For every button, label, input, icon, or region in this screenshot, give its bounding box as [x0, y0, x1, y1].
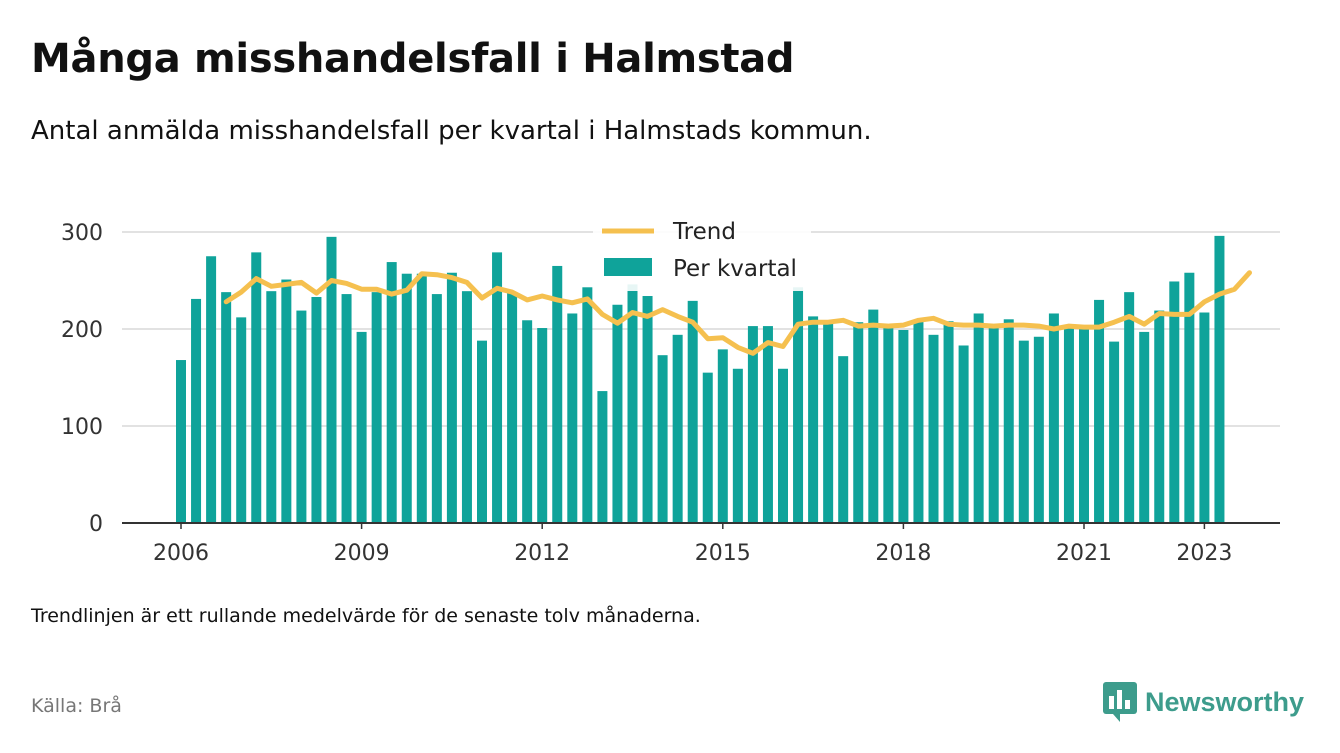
bar [808, 316, 819, 523]
bar [1018, 340, 1029, 523]
bar [191, 298, 202, 523]
source-label: Källa: Brå [31, 695, 122, 717]
bar [431, 294, 442, 523]
bar [793, 287, 804, 523]
bar [1169, 281, 1180, 523]
legend-bar-label: Per kvartal [673, 256, 797, 282]
y-tick-label: 200 [61, 318, 103, 343]
bar [477, 340, 487, 523]
bar [973, 313, 984, 523]
bar [311, 296, 322, 523]
bar [176, 360, 186, 523]
bar [341, 294, 352, 523]
bar [1079, 328, 1089, 523]
x-tick-label: 2006 [153, 541, 209, 566]
y-tick-label: 300 [61, 221, 103, 246]
x-tick-label: 2012 [514, 541, 570, 566]
bar [251, 252, 262, 523]
chart-title: Många misshandelsfall i Halmstad [31, 36, 795, 82]
bar [567, 313, 578, 523]
bar [582, 287, 593, 523]
bar [898, 329, 909, 523]
bar [853, 322, 864, 523]
bar [958, 345, 969, 523]
bar [1154, 310, 1165, 523]
bar [1033, 336, 1044, 523]
bar [326, 236, 337, 523]
x-tick-label: 2021 [1056, 541, 1112, 566]
bar [1184, 272, 1195, 523]
bar [883, 326, 894, 523]
bar [386, 262, 397, 523]
bar [838, 356, 849, 523]
x-tick-label: 2023 [1176, 541, 1232, 566]
bar [492, 252, 503, 523]
y-tick-label: 0 [89, 512, 103, 537]
bar [657, 355, 668, 523]
bar [446, 272, 457, 523]
bar [687, 300, 698, 523]
bar [928, 334, 939, 523]
footnote: Trendlinjen är ett rullande medelvärde f… [31, 605, 701, 627]
bar [762, 326, 773, 523]
bar [296, 310, 307, 523]
bar [401, 273, 412, 523]
bar [537, 328, 548, 523]
bar [236, 317, 247, 523]
bar [1109, 341, 1120, 523]
bar [913, 320, 924, 523]
chart-subtitle: Antal anmälda misshandelsfall per kvarta… [31, 116, 872, 146]
bar [1199, 312, 1210, 523]
bar [1124, 292, 1135, 523]
legend: Trend Per kvartal [593, 213, 811, 291]
trend-line [223, 270, 1252, 356]
bar [206, 256, 217, 523]
bar [356, 331, 367, 523]
bar [672, 334, 683, 523]
bar [1003, 319, 1014, 523]
bar [702, 372, 713, 523]
bar [778, 368, 788, 523]
bar [522, 320, 533, 523]
bar [1048, 313, 1059, 523]
newsworthy-logo-icon [1103, 682, 1137, 722]
bar [612, 304, 623, 523]
brand-name: Newsworthy [1145, 686, 1305, 717]
bar [266, 291, 277, 523]
bar [507, 292, 518, 523]
bar [597, 391, 608, 523]
y-tick-label: 100 [61, 415, 103, 440]
bar [717, 349, 728, 523]
bar [1094, 299, 1105, 523]
x-tick-label: 2009 [334, 541, 390, 566]
bar [732, 368, 743, 523]
bar [1063, 325, 1074, 523]
brand-logo: Newsworthy [1103, 682, 1304, 722]
bar [371, 292, 382, 523]
bar [1214, 235, 1225, 523]
bar [868, 309, 879, 523]
legend-trend-label: Trend [672, 219, 736, 245]
bar [281, 279, 292, 523]
bar [943, 321, 954, 523]
bar [416, 273, 427, 523]
bar [823, 320, 834, 523]
bar [988, 328, 999, 523]
bar [1139, 331, 1150, 523]
bar [642, 296, 653, 523]
x-tick-label: 2018 [875, 541, 931, 566]
x-tick-label: 2015 [695, 541, 751, 566]
bar [461, 291, 472, 523]
bar [552, 265, 563, 523]
bar [747, 326, 758, 523]
bar [627, 284, 638, 523]
bar [221, 292, 232, 523]
legend-background [593, 213, 811, 291]
legend-bar-swatch [604, 258, 652, 276]
bar-line-chart: 0 100 200 300 2006 2009 2012 2015 2018 2021 2023 Tr… [61, 213, 1280, 566]
